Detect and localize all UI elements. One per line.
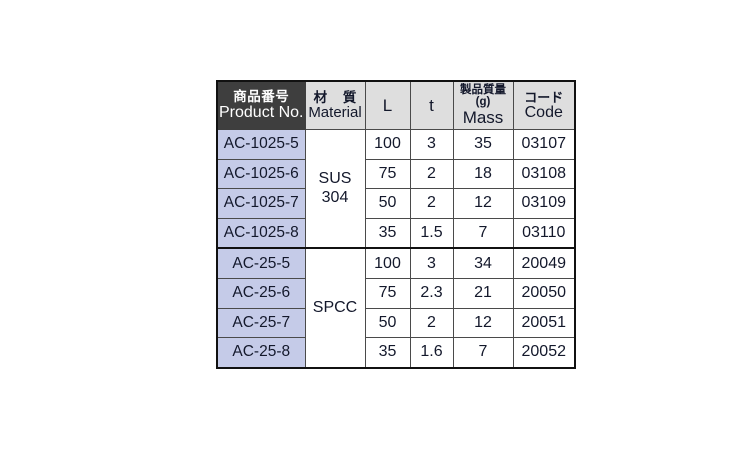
column-header-thickness: t — [409, 80, 454, 130]
cell-product-no: AC-25-5 — [216, 247, 306, 279]
column-header-material-en: Material — [308, 104, 362, 122]
table-row: AC-1025-8 35 1.5 7 03110 — [216, 217, 576, 249]
column-header-material-jp: 材 質 — [313, 89, 363, 105]
cell-thickness: 2 — [409, 307, 454, 339]
cell-length: 50 — [364, 307, 411, 339]
cell-product-no: AC-25-8 — [216, 337, 306, 369]
cell-mass: 35 — [452, 129, 514, 160]
cell-code: 03107 — [512, 129, 576, 160]
cell-length: 75 — [364, 277, 411, 309]
table-row: AC-1025-6 75 2 18 03108 — [216, 158, 576, 190]
column-header-mass-jp: 製品質量(g) — [460, 84, 506, 108]
table-row: AC-25-6 75 2.3 21 20050 — [216, 277, 576, 309]
cell-thickness: 3 — [409, 129, 454, 160]
table-row: AC-1025-5 SUS 304 100 3 35 03107 — [216, 129, 576, 249]
cell-code: 20049 — [512, 247, 576, 279]
column-header-length-en: L — [382, 96, 393, 115]
cell-mass: 12 — [452, 188, 514, 219]
cell-thickness: 2 — [409, 188, 454, 219]
cell-thickness: 1.5 — [409, 217, 454, 249]
spec-table-container: 商品番号 Product No. 材 質 Material L t 製品質量(g… — [216, 80, 576, 369]
column-header-thickness-en: t — [429, 96, 434, 115]
cell-material-line1: SPCC — [312, 298, 358, 316]
cell-code: 03109 — [512, 188, 576, 219]
cell-length: 35 — [364, 217, 411, 249]
cell-code: 20050 — [512, 277, 576, 309]
cell-product-no: AC-1025-6 — [216, 158, 306, 190]
column-header-mass: 製品質量(g) Mass — [452, 80, 514, 130]
cell-product-no: AC-1025-5 — [216, 129, 306, 160]
cell-length: 100 — [364, 129, 411, 160]
column-header-code-en: Code — [524, 103, 563, 121]
cell-code: 03110 — [512, 217, 576, 249]
table-header: 商品番号 Product No. 材 質 Material L t 製品質量(g… — [216, 80, 576, 130]
column-header-code: コード Code — [512, 80, 576, 130]
cell-product-no: AC-25-6 — [216, 277, 306, 309]
cell-product-no: AC-25-7 — [216, 307, 306, 339]
cell-mass: 34 — [452, 247, 514, 279]
column-header-product-no-jp: 商品番号 — [233, 89, 290, 105]
cell-code: 03108 — [512, 158, 576, 190]
column-header-code-jp: コード — [524, 89, 564, 105]
table-row: AC-1025-7 50 2 12 03109 — [216, 188, 576, 219]
table-body: AC-1025-5 SUS 304 100 3 35 03107 AC-1025-6 75 2 18… — [216, 129, 576, 369]
cell-length: 100 — [364, 247, 411, 279]
cell-mass: 12 — [452, 307, 514, 339]
table-row: AC-25-8 35 1.6 7 20052 — [216, 337, 576, 369]
cell-thickness: 2.3 — [409, 277, 454, 309]
cell-mass: 7 — [452, 337, 514, 369]
cell-code: 20052 — [512, 337, 576, 369]
column-header-length: L — [364, 80, 411, 130]
cell-material-line1: SUS — [318, 170, 352, 188]
table-row: AC-25-5 SPCC 100 3 34 20049 — [216, 247, 576, 369]
cell-thickness: 1.6 — [409, 337, 454, 369]
cell-product-no: AC-1025-8 — [216, 217, 306, 249]
column-header-material: 材 質 Material — [304, 80, 366, 130]
cell-length: 35 — [364, 337, 411, 369]
cell-material: SPCC — [304, 247, 366, 369]
cell-mass: 7 — [452, 217, 514, 249]
cell-length: 50 — [364, 188, 411, 219]
product-specification-table: 商品番号 Product No. 材 質 Material L t 製品質量(g… — [216, 80, 576, 369]
table-row: AC-25-7 50 2 12 20051 — [216, 307, 576, 339]
header-row: 商品番号 Product No. 材 質 Material L t 製品質量(g… — [216, 80, 576, 130]
cell-code: 20051 — [512, 307, 576, 339]
cell-thickness: 3 — [409, 247, 454, 279]
cell-material-line2: 304 — [321, 188, 349, 206]
cell-mass: 18 — [452, 158, 514, 190]
cell-product-no: AC-1025-7 — [216, 188, 306, 219]
column-header-mass-en: Mass — [462, 108, 504, 127]
cell-mass: 21 — [452, 277, 514, 309]
cell-material: SUS 304 — [304, 129, 366, 249]
cell-thickness: 2 — [409, 158, 454, 190]
cell-length: 75 — [364, 158, 411, 190]
column-header-product-no: 商品番号 Product No. — [216, 80, 306, 130]
column-header-product-no-en: Product No. — [219, 103, 304, 121]
